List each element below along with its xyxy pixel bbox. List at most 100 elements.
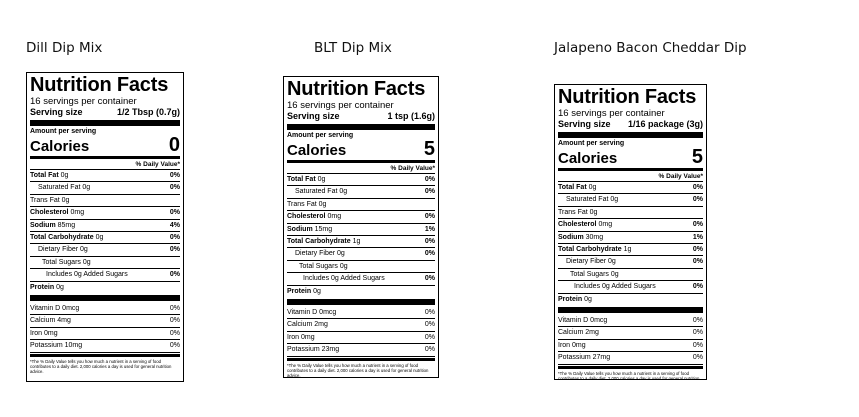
nutrient-label: Trans Fat <box>558 208 588 216</box>
vitamin-daily-value: 0% <box>424 346 435 354</box>
divider-medium <box>30 353 180 357</box>
nutrient-daily-value: 0% <box>692 184 703 191</box>
nutrient-daily-value: 0% <box>424 213 435 221</box>
nutrient-amount: 0g <box>584 295 592 303</box>
nutrient-amount: 0mg <box>70 209 85 217</box>
nutrient-row: Total Sugars 0g <box>558 269 703 282</box>
nutrient-row: Total Carbohydrate 1g 0% <box>558 244 703 257</box>
nutrient-label: Cholesterol <box>30 209 69 217</box>
vitamin-label: Vitamin D <box>30 305 61 313</box>
nutrient-row: Saturated Fat 0g 0% <box>30 182 180 195</box>
nutrient-label: Total Fat <box>287 176 316 183</box>
nutrient-label: Dietary Fiber <box>566 258 607 266</box>
vitamin-daily-value: 0% <box>169 342 180 350</box>
serving-size-label: Serving size <box>287 111 340 121</box>
nutrient-row: Protein 0g <box>558 294 703 305</box>
vitamin-row: Potassium 27mg 0% <box>558 352 703 365</box>
nutrient-daily-value: 0% <box>169 246 180 254</box>
nutrient-label: Total Carbohydrate <box>287 238 351 246</box>
calories-value: 5 <box>691 146 703 168</box>
calories-label: Calories <box>287 142 347 159</box>
vitamin-daily-value: 0% <box>424 321 435 329</box>
nutrient-label: Protein <box>287 287 312 295</box>
nutrient-row: Trans Fat 0g <box>558 207 703 220</box>
divider-thick <box>287 124 435 130</box>
nutrient-row: Includes 0g Added Sugars 0% <box>30 269 180 282</box>
vitamin-label: Iron <box>287 333 300 341</box>
nutrient-row: Cholesterol 0mg 0% <box>558 219 703 232</box>
vitamin-amount: 23mg <box>321 346 340 354</box>
nutrient-amount: 0g <box>61 196 70 204</box>
nutrient-amount: 85mg <box>57 221 76 229</box>
nutrient-row: Total Sugars 0g <box>30 257 180 270</box>
vitamin-label: Vitamin D <box>287 309 318 317</box>
nutrient-amount: 0mg <box>327 213 342 221</box>
vitamin-daily-value: 0% <box>424 309 435 317</box>
vitamin-daily-value: 0% <box>692 341 703 349</box>
vitamin-row: Potassium 23mg 0% <box>287 344 435 357</box>
nutrition-facts-panel-blt: Nutrition Facts 16 servings per container… <box>283 76 439 378</box>
amount-per-serving: Amount per serving <box>30 128 97 135</box>
nutrient-label: Includes 0g Added Sugars <box>303 275 385 283</box>
divider-thick <box>30 120 180 126</box>
divider-medium <box>558 365 703 369</box>
vitamin-row: Iron 0mg 0% <box>287 332 435 345</box>
nutrient-row: Trans Fat 0g <box>30 195 180 208</box>
nutrient-label: Dietary Fiber <box>38 246 79 254</box>
vitamin-row: Vitamin D 0mcg 0% <box>287 307 435 320</box>
nutrient-label: Cholesterol <box>287 213 326 221</box>
vitamin-daily-value: 0% <box>424 333 435 341</box>
nutrient-row: Cholesterol 0mg 0% <box>30 207 180 220</box>
nutrition-facts-panel-jalapeno: Nutrition Facts 16 servings per container… <box>554 84 707 380</box>
nutrient-row: Sodium 15mg 1% <box>287 224 435 237</box>
nutrition-facts-heading: Nutrition Facts <box>558 86 697 108</box>
calories-row: Calories 5 <box>558 146 703 168</box>
nutrient-daily-value: 0% <box>424 250 435 258</box>
nutrient-label: Total Sugars <box>299 262 338 270</box>
nutrient-daily-value: 0% <box>169 271 180 279</box>
nutrient-daily-value: 0% <box>424 238 435 246</box>
nutrient-label: Trans Fat <box>287 200 317 208</box>
serving-size-value: 1 tsp (1.6g) <box>387 111 435 121</box>
nutrient-amount: 0g <box>608 258 616 266</box>
vitamin-label: Potassium <box>558 354 591 362</box>
nutrient-amount: 0g <box>82 184 91 192</box>
vitamin-daily-value: 0% <box>169 305 180 313</box>
nutrient-label: Protein <box>558 295 583 303</box>
footnote: *The % Daily Value tells you how much a … <box>30 358 172 375</box>
vitamin-row: Iron 0mg 0% <box>30 328 180 341</box>
divider-medium <box>30 156 180 159</box>
servings-per-container: 16 servings per container <box>558 108 665 119</box>
nutrient-amount: 0g <box>337 250 345 258</box>
calories-label: Calories <box>30 138 90 155</box>
nutrient-row: Total Carbohydrate 0g 0% <box>30 232 180 245</box>
nutrient-row: Protein 0g <box>287 286 435 297</box>
nutrient-row: Dietary Fiber 0g 0% <box>558 256 703 269</box>
nutrient-daily-value: 0% <box>692 196 703 204</box>
calories-value: 0 <box>168 134 180 156</box>
divider-thick <box>30 295 180 302</box>
vitamin-amount: 0mg <box>301 333 315 341</box>
divider-medium <box>287 357 435 361</box>
nutrient-amount: 0g <box>60 172 69 179</box>
servings-per-container: 16 servings per container <box>30 96 137 107</box>
amount-per-serving: Amount per serving <box>287 132 354 139</box>
nutrient-label: Total Fat <box>558 184 587 191</box>
vitamin-amount: 0mg <box>572 341 586 349</box>
nutrient-daily-value: 0% <box>424 188 435 196</box>
servings-per-container: 16 servings per container <box>287 100 394 111</box>
serving-size-row: Serving size 1/16 package (3g) <box>558 119 703 130</box>
vitamin-label: Calcium <box>30 317 56 325</box>
nutrient-amount: 0g <box>80 246 88 254</box>
product-title-jalapeno: Jalapeno Bacon Cheddar Dip <box>554 40 747 56</box>
vitamin-amount: 10mg <box>64 342 83 350</box>
nutrient-amount: 0g <box>317 176 326 183</box>
nutrient-row: Includes 0g Added Sugars 0% <box>558 281 703 294</box>
nutrient-row: Total Sugars 0g <box>287 261 435 274</box>
nutrient-label: Includes 0g Added Sugars <box>46 271 128 279</box>
vitamin-row: Calcium 2mg 0% <box>558 327 703 340</box>
serving-size-label: Serving size <box>30 107 83 117</box>
vitamin-amount: 27mg <box>592 354 611 362</box>
nutrition-facts-heading: Nutrition Facts <box>287 78 426 100</box>
nutrient-label: Saturated Fat <box>38 184 81 192</box>
